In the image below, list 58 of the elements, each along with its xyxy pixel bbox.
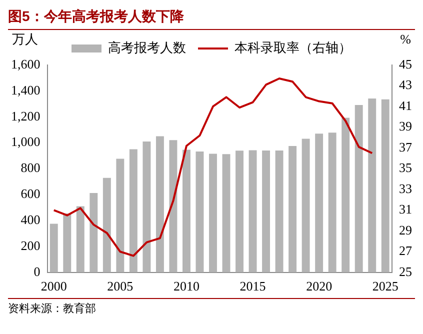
y-tick-label: 1,600 [11,56,40,72]
y2-tick-label: 27 [399,243,412,258]
bar [116,158,124,272]
chart-title: 图5：今年高考报考人数下降 [8,8,415,30]
bar [302,138,310,272]
text: 资料来源：教育部 [8,298,415,316]
bar [328,132,336,272]
bar [248,150,257,272]
bar [50,224,58,272]
bar [76,206,84,272]
y-tick-label: 1,000 [11,134,40,150]
bar [142,141,151,272]
bar [354,105,363,272]
y2-tick-label: 33 [399,180,412,196]
bar [315,134,324,272]
y-axis-title: 万人 [12,31,38,46]
x-tick-label: 2000 [40,278,67,294]
bar [236,150,244,272]
y2-tick-label: 29 [399,222,412,238]
y2-tick-label: 39 [399,118,412,134]
x-tick-label: 2025 [372,278,398,294]
bar [222,154,230,272]
y-tick-label: 0 [34,264,40,279]
bar [90,192,98,272]
bar [169,140,178,272]
bar [156,136,164,272]
bar [63,214,72,272]
y2-tick-label: 37 [399,139,412,154]
y-tick-label: 800 [20,160,40,176]
y-tick-label: 1,200 [11,108,40,124]
x-tick-label: 2015 [240,278,266,294]
bar [275,150,284,272]
y2-axis-title: % [400,31,412,46]
bar [129,149,138,272]
bar [288,146,297,272]
bar [368,98,376,272]
y-tick-label: 200 [20,238,40,253]
x-tick-label: 2005 [107,278,134,294]
bar [196,151,204,272]
y2-tick-label: 41 [399,98,412,113]
bar [209,154,217,272]
x-tick-label: 2020 [306,278,332,294]
y2-tick-label: 45 [399,56,412,72]
x-tick-label: 2010 [173,278,200,294]
y2-tick-label: 25 [399,264,412,279]
bar [342,118,350,272]
y-tick-label: 1,400 [11,82,40,98]
y-tick-label: 400 [20,212,40,227]
y2-tick-label: 43 [399,77,412,92]
legend-label: 高考报考人数 [108,40,186,55]
bar [182,150,190,272]
bar [262,150,270,272]
bar [102,178,111,272]
y2-tick-label: 35 [399,160,412,176]
legend-label: 本科录取率（右轴） [234,40,352,55]
y-tick-label: 600 [20,186,40,202]
y2-tick-label: 31 [399,202,412,217]
bar [381,99,390,272]
